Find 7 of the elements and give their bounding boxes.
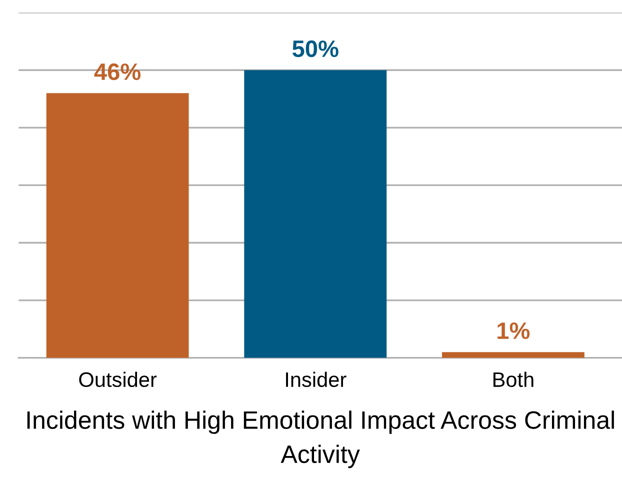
x-tick-label: Insider	[286, 372, 346, 388]
data-label: 50%	[292, 40, 338, 58]
x-tick-label: Both	[493, 372, 534, 388]
x-axis-title: Incidents with High Emotional Impact Across Criminal Activity	[27, 410, 614, 468]
x-tick-label: Outsider	[79, 372, 157, 388]
data-label: 1%	[498, 322, 530, 340]
data-label: 46%	[94, 63, 141, 80]
